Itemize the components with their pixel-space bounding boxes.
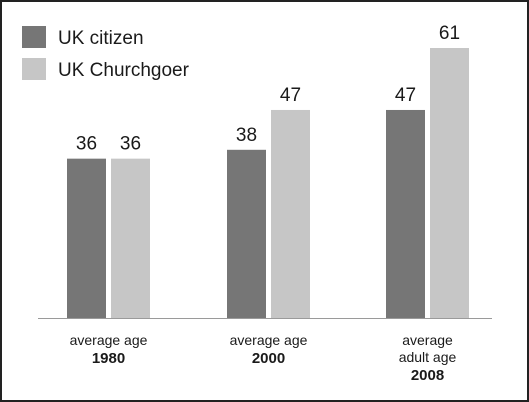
value-label-2008-series-2: 61 — [439, 23, 460, 44]
value-label-2008-series-1: 47 — [395, 85, 416, 106]
value-label-2000-series-2: 47 — [280, 85, 301, 106]
bars — [67, 48, 469, 318]
legend: UK citizen UK Churchgoer — [22, 26, 190, 81]
bar-1980-series-2 — [111, 158, 150, 318]
value-label-1980-series-2: 36 — [120, 134, 141, 155]
value-label-2000-series-1: 38 — [236, 125, 257, 146]
bar-2000-series-1 — [227, 149, 266, 318]
category-label-1980-line-1: average age — [70, 332, 148, 348]
legend-label-1: UK citizen — [58, 28, 144, 49]
value-labels: 36 36 38 47 47 61 — [76, 23, 460, 155]
value-label-1980-series-1: 36 — [76, 134, 97, 155]
category-year-2008: 2008 — [411, 367, 444, 384]
legend-swatch-1 — [22, 26, 46, 48]
category-year-1980: 1980 — [92, 350, 125, 367]
bar-2008-series-2 — [430, 48, 469, 318]
category-year-2000: 2000 — [252, 350, 285, 367]
legend-swatch-2 — [22, 58, 46, 80]
category-label-2008-line-2: adult age — [399, 349, 457, 365]
bar-1980-series-1 — [67, 158, 106, 318]
category-label-2000-line-1: average age — [230, 332, 308, 348]
bar-2008-series-1 — [386, 109, 425, 318]
bar-2000-series-2 — [271, 109, 310, 318]
legend-label-2: UK Churchgoer — [58, 60, 190, 81]
category-labels: average age 1980 average age 2000 averageadu… — [70, 332, 457, 384]
category-label-2008-line-1: average — [402, 332, 453, 348]
